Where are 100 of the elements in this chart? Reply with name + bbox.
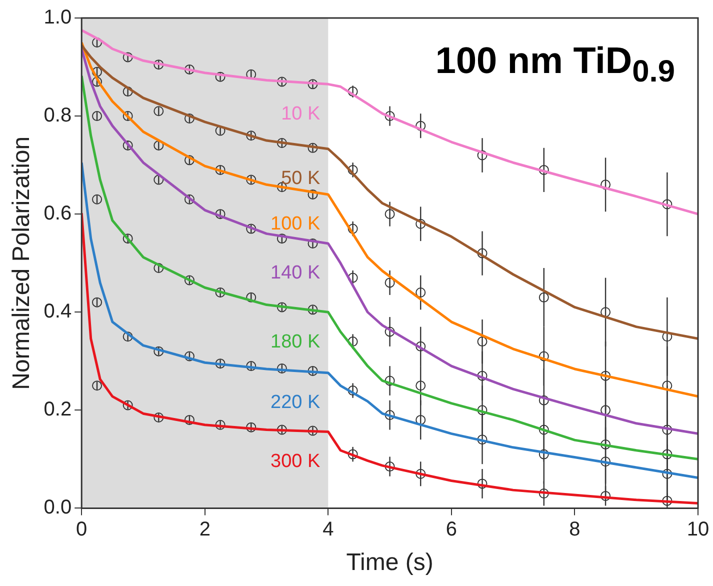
x-tick-label: 2 xyxy=(199,518,210,541)
point xyxy=(122,86,133,97)
point xyxy=(416,468,426,479)
point xyxy=(384,209,395,220)
y-tick-label: 1.0 xyxy=(44,6,72,29)
point xyxy=(184,64,194,74)
point xyxy=(215,358,226,369)
point xyxy=(246,292,256,302)
x-tick-label: 6 xyxy=(446,518,458,541)
point xyxy=(662,449,672,460)
text: 100 nm TiD$_{0.9}$ xyxy=(435,40,675,90)
point xyxy=(538,351,549,362)
point xyxy=(184,113,194,124)
point xyxy=(122,234,133,244)
point xyxy=(154,346,164,356)
point xyxy=(308,238,318,248)
point xyxy=(215,209,226,220)
point xyxy=(122,400,133,410)
point xyxy=(600,456,611,467)
y-tick-label: 0.4 xyxy=(44,300,72,323)
point xyxy=(348,86,358,97)
point xyxy=(92,111,102,122)
point xyxy=(477,478,488,489)
point xyxy=(246,130,256,141)
point xyxy=(154,412,164,423)
point xyxy=(600,439,611,450)
point xyxy=(308,79,318,90)
point xyxy=(122,52,133,62)
x-tick-label: 10 xyxy=(686,518,710,541)
point xyxy=(154,263,164,273)
x-tick-label: 0 xyxy=(76,518,88,541)
point xyxy=(184,155,194,166)
point xyxy=(92,297,102,308)
point xyxy=(184,194,194,204)
point xyxy=(246,361,256,372)
point xyxy=(184,275,194,286)
point xyxy=(477,248,488,258)
point xyxy=(416,218,426,229)
x-tick-label: 4 xyxy=(322,518,334,541)
point xyxy=(154,106,164,116)
point xyxy=(600,307,611,318)
point xyxy=(662,496,672,506)
point xyxy=(92,380,102,391)
y-tick-label: 0.6 xyxy=(44,202,72,225)
point xyxy=(215,164,226,175)
point xyxy=(662,424,672,435)
point xyxy=(477,434,488,445)
point xyxy=(184,414,194,425)
y-tick-label: 0.8 xyxy=(44,104,72,127)
point xyxy=(477,405,488,416)
point xyxy=(416,414,426,425)
point xyxy=(416,288,426,298)
point xyxy=(276,76,287,87)
point xyxy=(348,164,358,175)
point xyxy=(92,194,102,204)
point xyxy=(246,422,256,432)
point xyxy=(477,150,488,160)
point xyxy=(600,490,611,501)
series-label: 180 K xyxy=(270,331,320,352)
point xyxy=(384,462,395,472)
point xyxy=(154,60,164,70)
point xyxy=(538,164,549,175)
point xyxy=(308,304,318,315)
point xyxy=(308,142,318,153)
point xyxy=(246,174,256,185)
point xyxy=(215,288,226,298)
point xyxy=(348,386,358,396)
point xyxy=(538,449,549,460)
point xyxy=(477,370,488,381)
point xyxy=(384,111,395,122)
point xyxy=(215,420,226,430)
point xyxy=(276,234,287,244)
series-label: 10 K xyxy=(281,103,320,124)
point xyxy=(538,488,549,498)
x-tick-label: 8 xyxy=(569,518,580,541)
point xyxy=(600,370,611,381)
point xyxy=(122,111,133,122)
point xyxy=(600,405,611,416)
point xyxy=(416,120,426,131)
point xyxy=(308,366,318,376)
point xyxy=(348,272,358,283)
point xyxy=(276,363,287,374)
series-label: 300 K xyxy=(270,450,320,472)
point xyxy=(538,292,549,302)
point xyxy=(276,302,287,312)
point xyxy=(348,224,358,234)
point xyxy=(538,395,549,406)
point xyxy=(308,426,318,436)
y-tick-label: 0.0 xyxy=(44,496,72,519)
point xyxy=(276,424,287,435)
point xyxy=(416,380,426,391)
point xyxy=(308,189,318,200)
y-tick-label: 0.2 xyxy=(44,398,72,421)
point xyxy=(416,341,426,352)
point xyxy=(538,424,549,435)
point xyxy=(600,180,611,190)
point xyxy=(154,140,164,150)
point xyxy=(384,376,395,386)
y-axis-title: Normalized Polarization xyxy=(8,136,36,390)
point xyxy=(215,72,226,82)
